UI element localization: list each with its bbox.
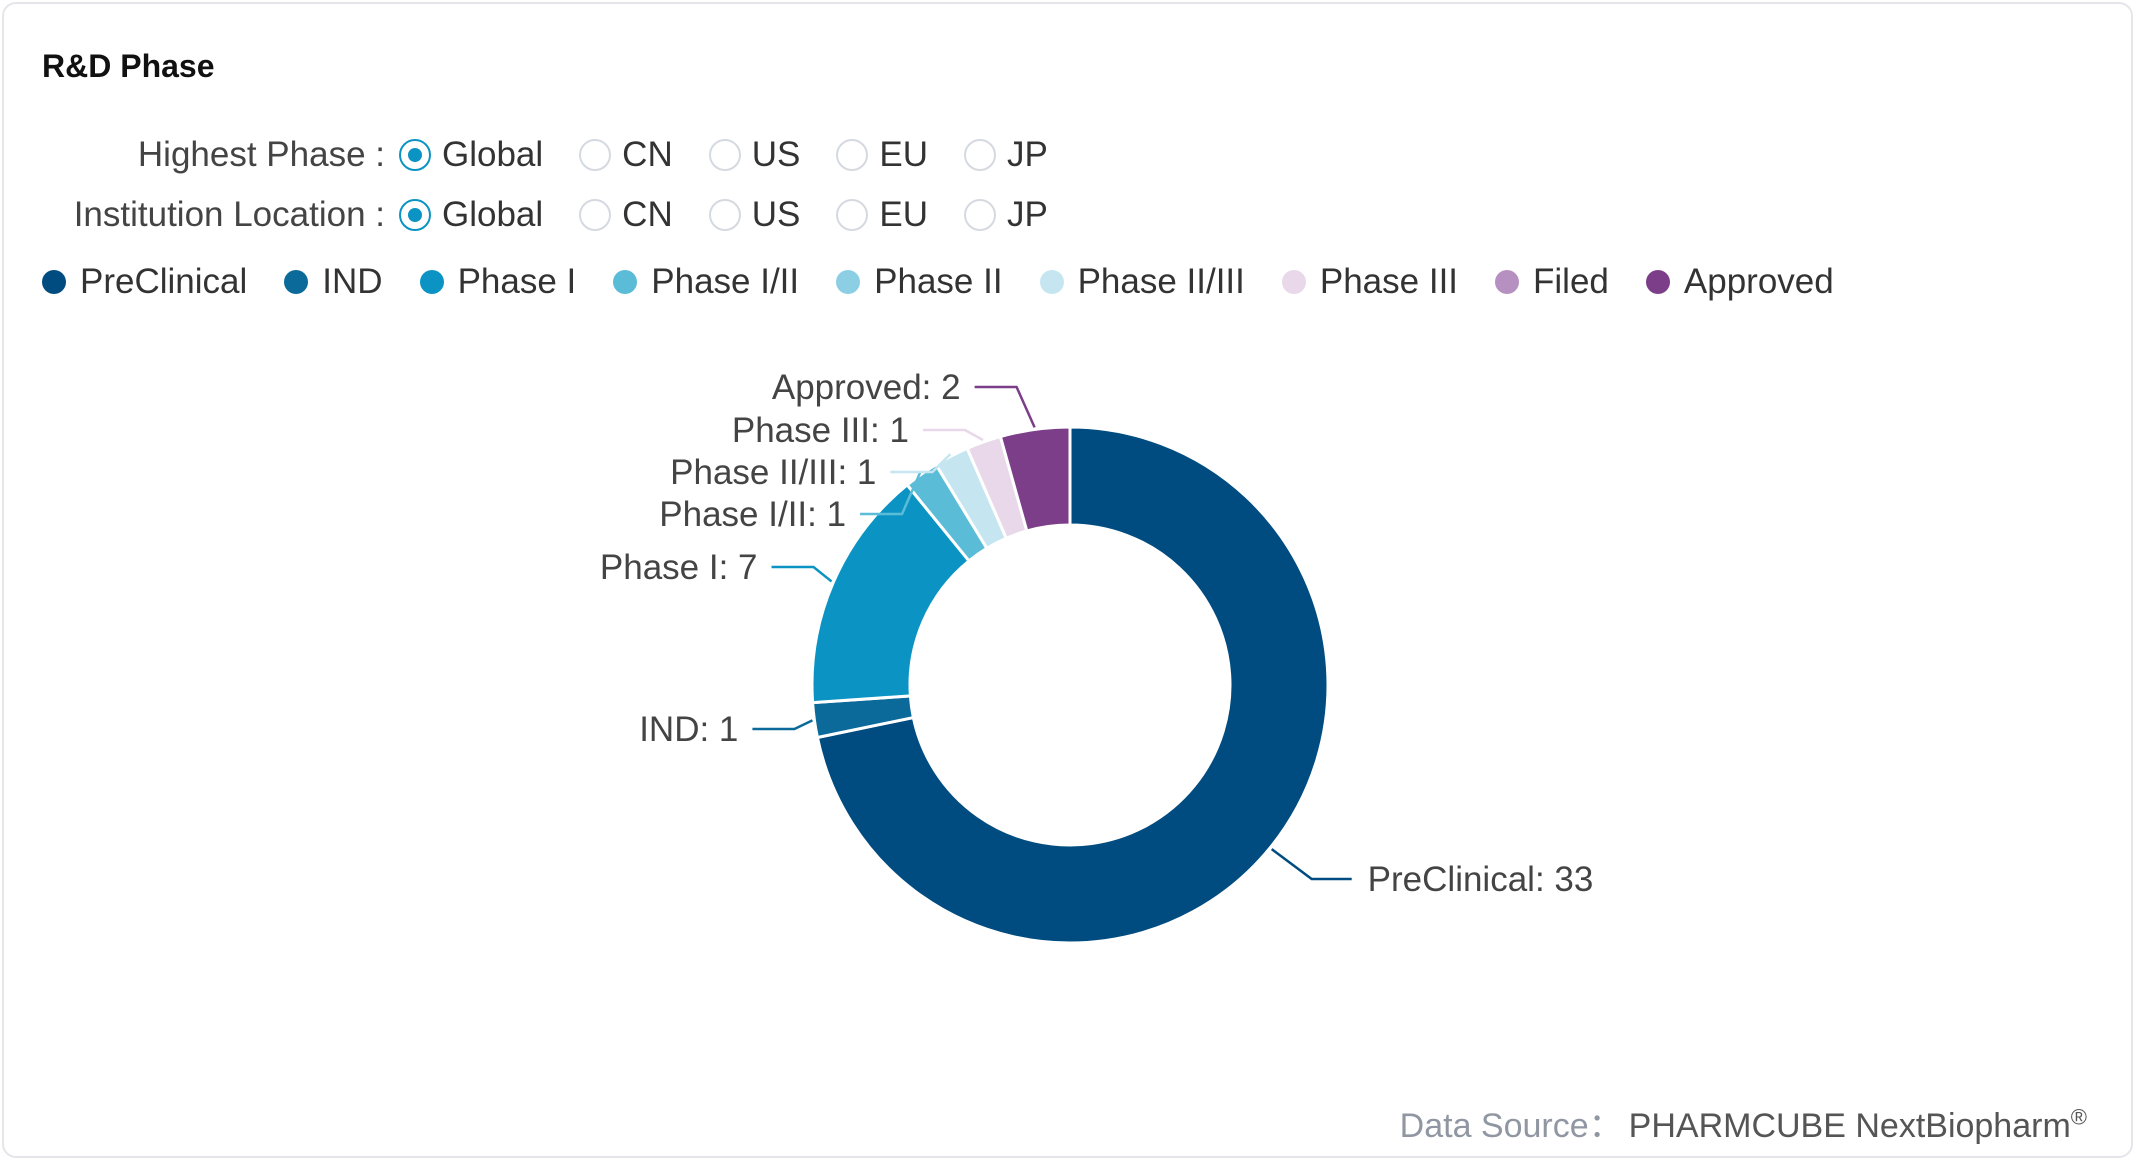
legend-item-filed[interactable]: Filed — [1495, 262, 1609, 302]
legend-label: Phase I/II — [651, 262, 800, 301]
leader-line-approved — [974, 385, 1036, 428]
legend-item-ind[interactable]: IND — [284, 262, 383, 302]
legend-dot-icon — [419, 270, 444, 294]
highest-phase-filter: Highest Phase : Global CN US EU JP — [4, 130, 1084, 180]
legend-label: Phase I — [457, 262, 577, 301]
data-label-approved: Approved: 2 — [772, 368, 961, 407]
legend-item-phase-i-ii[interactable]: Phase I/II — [613, 262, 799, 302]
registered-mark: ® — [2070, 1104, 2087, 1130]
donut-chart: PreClinical: 33 IND: 1 Phase I: 7 Phase I/I… — [600, 368, 1594, 945]
radio-unchecked-icon[interactable] — [708, 199, 741, 231]
legend-item-phase-ii-iii[interactable]: Phase II/III — [1039, 262, 1245, 302]
highest-phase-label: Highest Phase : — [137, 135, 385, 174]
card-title: R&D Phase — [42, 48, 215, 84]
legend-dot-icon — [836, 270, 861, 294]
highest-phase-option-eu[interactable]: EU — [836, 135, 928, 175]
radio-unchecked-icon[interactable] — [963, 199, 996, 231]
data-source: Data Source： PHARMCUBE NextBiopharm® — [1400, 1098, 2087, 1147]
institution-location-option-eu[interactable]: EU — [836, 195, 928, 235]
legend-item-preclinical[interactable]: PreClinical — [42, 262, 247, 302]
radio-unchecked-icon[interactable] — [836, 139, 869, 171]
chart-legend: PreClinical IND Phase I Phase I/II Phase II P… — [42, 262, 1871, 302]
highest-phase-option-global[interactable]: Global — [399, 135, 543, 175]
legend-dot-icon — [1039, 270, 1064, 294]
radio-unchecked-icon[interactable] — [579, 139, 612, 171]
data-source-label: Data Source： — [1399, 1107, 1623, 1145]
legend-dot-icon — [42, 270, 66, 294]
radio-unchecked-icon[interactable] — [708, 139, 741, 171]
legend-item-approved[interactable]: Approved — [1645, 262, 1834, 302]
legend-item-phase-iii[interactable]: Phase III — [1281, 262, 1459, 302]
legend-label: Phase III — [1319, 262, 1459, 301]
radio-checked-icon[interactable] — [399, 199, 431, 231]
institution-location-label: Institution Location : — [73, 195, 385, 234]
radio-unchecked-icon[interactable] — [963, 139, 996, 171]
data-label-phase-i-ii: Phase I/II: 1 — [659, 495, 846, 534]
legend-label: Phase II — [874, 262, 1003, 301]
legend-label: PreClinical — [80, 262, 248, 301]
legend-label: Approved — [1683, 262, 1834, 301]
leader-line-ind — [752, 719, 813, 731]
legend-label: Filed — [1533, 262, 1609, 301]
legend-dot-icon — [1645, 270, 1670, 294]
leader-line-phase-iii — [922, 428, 984, 442]
data-source-value[interactable]: PHARMCUBE NextBiopharm — [1628, 1107, 2071, 1145]
legend-dot-icon — [284, 270, 309, 294]
legend-dot-icon — [1281, 270, 1306, 294]
slice-preclinical[interactable] — [815, 425, 1330, 945]
institution-location-filter: Institution Location : Global CN US EU J… — [4, 190, 1084, 240]
highest-phase-option-cn[interactable]: CN — [579, 135, 673, 175]
data-label-phase-ii-iii: Phase II/III: 1 — [670, 453, 876, 492]
radio-unchecked-icon[interactable] — [579, 199, 612, 231]
institution-location-option-cn[interactable]: CN — [579, 195, 673, 235]
leader-line-phase-ii-iii — [890, 453, 952, 474]
legend-item-phase-i[interactable]: Phase I — [419, 262, 577, 302]
radio-unchecked-icon[interactable] — [836, 199, 869, 231]
data-label-phase-i: Phase I: 7 — [600, 548, 758, 587]
radio-checked-icon[interactable] — [399, 139, 431, 171]
data-label-phase-iii: Phase III: 1 — [732, 411, 909, 450]
legend-label: IND — [322, 262, 383, 301]
legend-item-phase-ii[interactable]: Phase II — [836, 262, 1003, 302]
data-label-ind: IND: 1 — [639, 710, 738, 749]
institution-location-option-global[interactable]: Global — [399, 195, 543, 235]
highest-phase-option-jp[interactable]: JP — [963, 135, 1048, 175]
legend-dot-icon — [1495, 270, 1520, 294]
institution-location-option-us[interactable]: US — [708, 195, 800, 235]
leader-line-preclinical — [1270, 848, 1352, 881]
leader-line-phase-i-ii — [860, 472, 922, 516]
legend-dot-icon — [613, 270, 638, 294]
legend-label: Phase II/III — [1077, 262, 1245, 301]
data-label-preclinical: PreClinical: 33 — [1368, 860, 1594, 899]
slice-approved[interactable] — [998, 425, 1072, 533]
leader-line-phase-i — [771, 565, 833, 583]
highest-phase-option-us[interactable]: US — [708, 135, 800, 175]
institution-location-option-jp[interactable]: JP — [963, 195, 1048, 235]
